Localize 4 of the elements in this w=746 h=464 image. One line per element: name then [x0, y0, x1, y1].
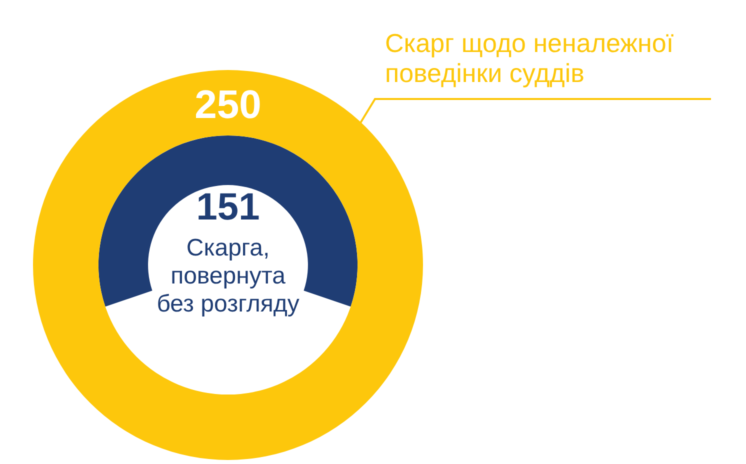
slice-label: Скарга, повернута без розгляду	[156, 234, 300, 318]
slice-label: Скарг щодо неналежної поведінки суддів	[385, 28, 674, 88]
data-label: 151	[196, 186, 260, 229]
data-label: 250	[194, 82, 262, 127]
